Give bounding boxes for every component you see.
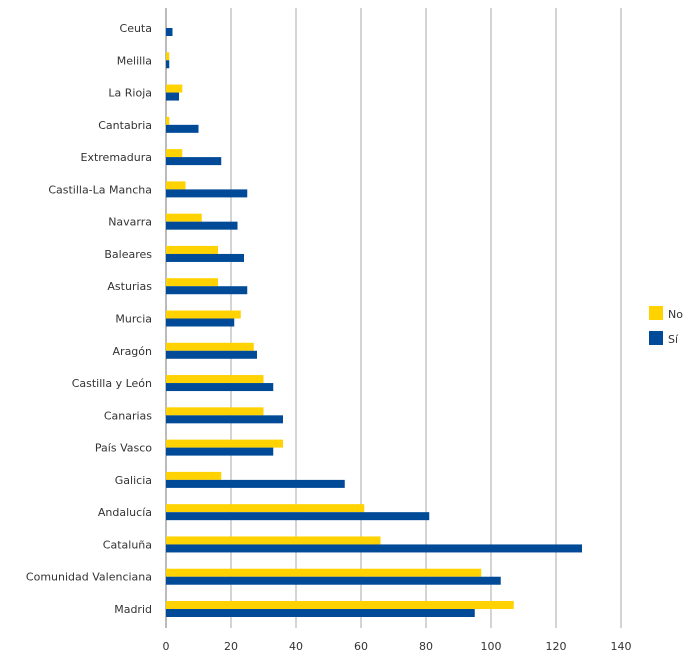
category-label: Asturias (107, 280, 152, 293)
bar-No (166, 601, 514, 609)
category-label: Extremadura (81, 151, 153, 164)
bar-No (166, 504, 365, 513)
bar-No (166, 84, 183, 93)
x-tick-label: 0 (163, 640, 170, 653)
category-label: Andalucía (98, 506, 152, 519)
category-label: Melilla (117, 54, 152, 67)
bar-Sí (166, 253, 244, 262)
bar-Sí (166, 124, 199, 133)
bar-No (166, 568, 482, 577)
category-label: Murcia (115, 313, 152, 326)
category-label: Baleares (104, 248, 152, 261)
category-label: País Vasco (95, 442, 152, 455)
bar-Sí (166, 157, 222, 166)
legend-label: No (668, 308, 683, 321)
category-label: Castilla y León (72, 377, 152, 390)
bar-Sí (166, 189, 248, 198)
category-label: Castilla-La Mancha (48, 183, 152, 196)
bar-No (166, 213, 202, 222)
bar-Sí (166, 447, 274, 456)
bar-Sí (166, 350, 257, 359)
bar-No (166, 278, 218, 287)
x-tick-label: 140 (611, 640, 632, 653)
category-label: Cantabria (98, 119, 152, 132)
bar-No (166, 375, 264, 384)
x-tick-label: 80 (419, 640, 433, 653)
bar-Sí (166, 576, 501, 585)
category-labels: Ceuta Melilla La Rioja Cantabria Extremadura… (26, 22, 152, 616)
legend-swatch (649, 306, 663, 320)
bar-No (166, 149, 183, 158)
bar-No (166, 536, 381, 545)
category-label: Navarra (108, 216, 152, 229)
category-label: Canarias (104, 409, 152, 422)
category-label: Ceuta (120, 22, 152, 35)
x-tick-label: 20 (224, 640, 238, 653)
legend-label: Sí (668, 333, 679, 346)
bar-No (166, 116, 170, 125)
bar-Sí (166, 221, 238, 230)
bar-Sí (166, 544, 582, 553)
bar-No (166, 310, 241, 319)
bar-No (166, 342, 254, 351)
bar-No (166, 245, 218, 254)
bar-Sí (166, 318, 235, 327)
legend-swatch (649, 331, 663, 345)
gridlines (165, 8, 622, 628)
x-tick-label: 60 (354, 640, 368, 653)
x-tick-label: 120 (546, 640, 567, 653)
category-label: Cataluña (103, 538, 152, 551)
category-label: Comunidad Valenciana (26, 571, 152, 584)
x-tick-labels: 0 20 40 60 80 100 120 140 (163, 640, 632, 653)
bar-Sí (166, 286, 248, 295)
bar-No (166, 181, 186, 190)
x-tick-label: 40 (289, 640, 303, 653)
bar-No (166, 439, 283, 448)
bar-Sí (166, 512, 430, 521)
bar-Sí (166, 479, 345, 488)
bar-No (166, 407, 264, 416)
bar-Sí (166, 383, 274, 392)
category-label: La Rioja (108, 87, 152, 100)
legend: No Sí (649, 306, 683, 346)
bar-Sí (166, 28, 173, 36)
bar-No (166, 52, 170, 61)
category-label: Aragón (113, 345, 153, 358)
bar-Sí (166, 92, 179, 101)
bar-Sí (166, 60, 170, 69)
x-tick-label: 100 (481, 640, 502, 653)
category-label: Galicia (115, 474, 152, 487)
bars (166, 28, 582, 617)
bar-No (166, 471, 222, 480)
category-label: Madrid (114, 603, 152, 616)
bar-Sí (166, 609, 475, 617)
bar-Sí (166, 415, 283, 424)
